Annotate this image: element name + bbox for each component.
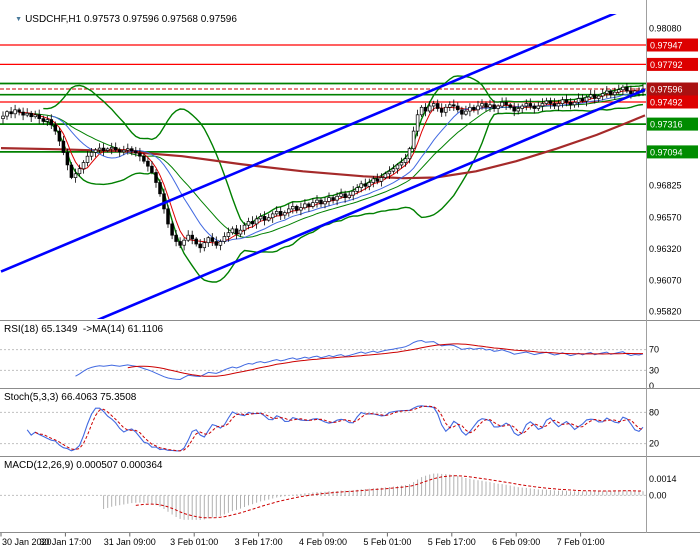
fast-ma-line	[19, 89, 644, 244]
price-badge-label: 0.97596	[650, 85, 683, 95]
time-axis-label: 4 Feb 09:00	[299, 537, 347, 547]
price-badge-label: 0.97947	[650, 41, 683, 51]
main-chart-plot[interactable]	[0, 1, 646, 361]
stoch-tick-label: 20	[649, 439, 659, 449]
current-price-badge	[647, 82, 698, 96]
time-axis-label: 3 Feb 17:00	[235, 537, 283, 547]
rsi-tick-label: 0	[649, 381, 654, 391]
time-axis-label: 30 Jan 2020	[2, 537, 52, 547]
level-price-badge	[647, 95, 698, 109]
bollinger-lower	[43, 103, 644, 283]
time-axis-label: 31 Jan 09:00	[104, 537, 156, 547]
candlesticks	[1, 83, 645, 253]
price-axis: 0.98080 0.96825 0.96570 0.96320 0.96070 0.958…	[647, 23, 698, 317]
time-axis-label: 30 Jan 17:00	[39, 537, 91, 547]
candlestick-chart-icon: ▼	[15, 16, 23, 23]
rsi-line	[75, 339, 644, 381]
price-tick-label: 0.96825	[649, 181, 682, 191]
level-price-badge	[647, 38, 698, 52]
level-price-badge	[647, 145, 698, 159]
bollinger-upper	[43, 75, 644, 226]
price-tick-label: 0.98080	[649, 23, 682, 33]
mid-ma-line	[51, 91, 644, 242]
bollinger-middle	[27, 94, 644, 238]
rsi-legend: RSI(18) 65.1349 ->MA(14) 61.1106	[4, 324, 164, 335]
macd-histogram	[103, 473, 644, 520]
stoch-k-line	[26, 405, 644, 452]
time-axis-label: 6 Feb 09:00	[492, 537, 540, 547]
time-axis-label: 3 Feb 01:00	[170, 537, 218, 547]
price-tick-label: 0.95820	[649, 307, 682, 317]
stoch-d-line	[35, 405, 644, 452]
level-price-badge	[647, 117, 698, 131]
price-badge-label: 0.97316	[650, 120, 683, 130]
price-badge-label: 0.97792	[650, 60, 683, 70]
price-tick-label: 0.96320	[649, 244, 682, 254]
rsi-ma-line	[127, 343, 643, 377]
trend-line-1[interactable]	[0, 1, 645, 273]
time-axis-label: 5 Feb 17:00	[428, 537, 476, 547]
price-badge-label: 0.97094	[650, 147, 683, 157]
stochastic-panel[interactable]: 80 20	[0, 405, 659, 452]
time-axis-label: 7 Feb 01:00	[557, 537, 605, 547]
stoch-tick-label: 80	[649, 407, 659, 417]
price-tick-label: 0.96070	[649, 275, 682, 285]
rsi-tick-label: 30	[649, 365, 659, 375]
macd-tick-label: 0.0014	[649, 474, 677, 484]
macd-signal-line	[135, 475, 643, 519]
stoch-legend: Stoch(5,3,3) 66.4063 75.3508	[4, 392, 137, 403]
level-price-badge	[647, 57, 698, 71]
price-badge-label: 0.97492	[650, 98, 683, 108]
trend-line-2[interactable]	[1, 88, 646, 361]
rsi-tick-label: 70	[649, 345, 659, 355]
macd-panel[interactable]	[0, 473, 646, 521]
quote-text: USDCHF,H1 0.97573 0.97596 0.97568 0.9759…	[25, 14, 237, 25]
macd-tick-label: 0.00	[649, 490, 667, 500]
rsi-panel[interactable]: 70 30 0	[0, 339, 659, 392]
time-axis-label: 5 Feb 01:00	[363, 537, 411, 547]
price-tick-label: 0.96570	[649, 213, 682, 223]
quote-line: ▼ USDCHF,H1 0.97573 0.97596 0.97568 0.975…	[4, 3, 237, 36]
macd-legend: MACD(12,26,9) 0.000507 0.000364	[4, 460, 163, 471]
